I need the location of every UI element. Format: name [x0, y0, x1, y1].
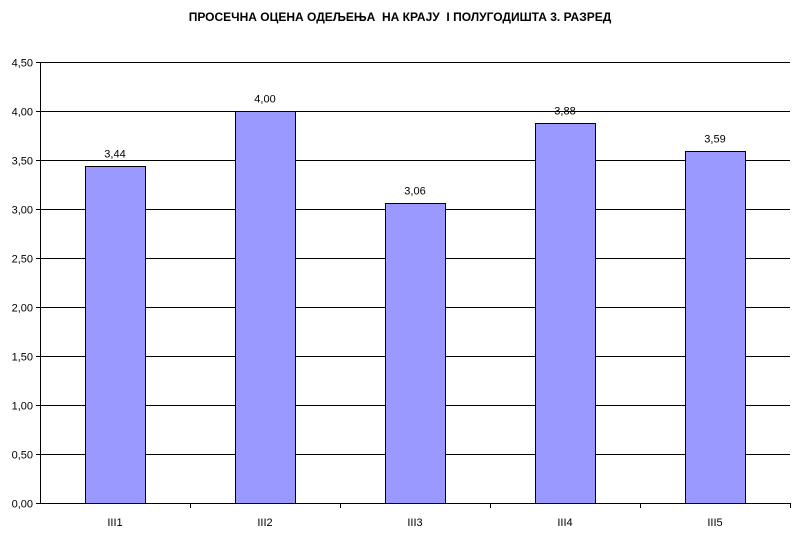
- y-tick-label: 0,00: [12, 499, 33, 511]
- data-label: 4,00: [254, 94, 275, 106]
- x-tick-label: III4: [557, 517, 572, 529]
- y-tick-label: 2,50: [12, 254, 33, 266]
- x-tick-label: III2: [257, 517, 272, 529]
- data-label: 3,44: [104, 149, 125, 161]
- x-tick-label: III5: [707, 517, 722, 529]
- x-tick-label: III1: [107, 517, 122, 529]
- y-tick-label: 4,00: [12, 107, 33, 119]
- y-tick-label: 4,50: [12, 58, 33, 70]
- y-tick-label: 1,50: [12, 352, 33, 364]
- y-tick-label: 1,00: [12, 401, 33, 413]
- y-tick-label: 2,00: [12, 303, 33, 315]
- bar: [85, 166, 146, 504]
- bar: [685, 151, 746, 504]
- data-label: 3,88: [554, 106, 575, 118]
- y-tick-label: 0,50: [12, 450, 33, 462]
- data-label: 3,06: [404, 186, 425, 198]
- data-label: 3,59: [704, 134, 725, 146]
- bar: [535, 123, 596, 504]
- chart-title: ПРОСЕЧНА ОЦЕНА ОДЕЉЕЊА НА КРАЈУ I ПОЛУГО…: [188, 10, 612, 24]
- y-tick-label: 3,50: [12, 156, 33, 168]
- bar: [235, 111, 296, 504]
- y-tick-label: 3,00: [12, 205, 33, 217]
- bar: [385, 203, 446, 504]
- x-tick-label: III3: [407, 517, 422, 529]
